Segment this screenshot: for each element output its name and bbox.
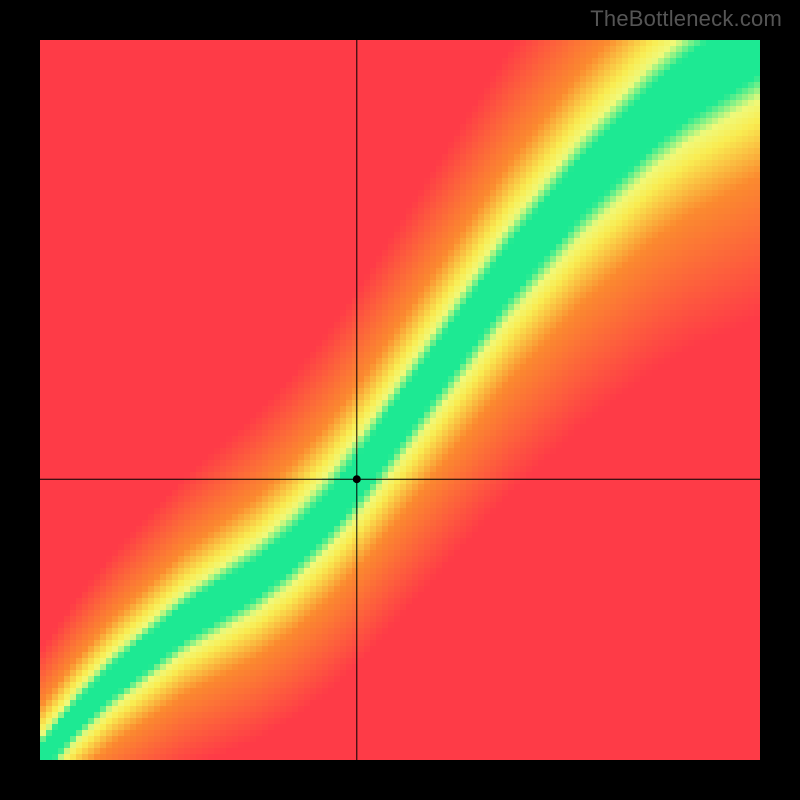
heatmap-plot [40,40,760,760]
watermark-text: TheBottleneck.com [590,6,782,32]
heatmap-canvas [40,40,760,760]
chart-container: TheBottleneck.com [0,0,800,800]
